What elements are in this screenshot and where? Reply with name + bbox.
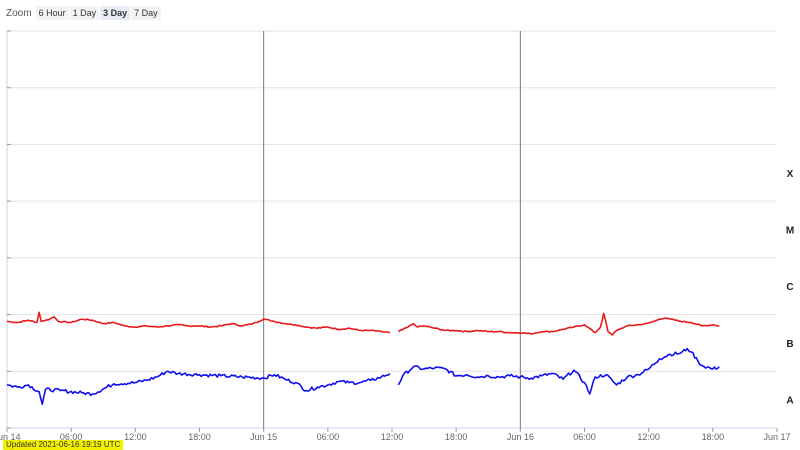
short-wavelength-flux-line	[397, 347, 720, 395]
zoom-toolbar: Zoom 6 Hour 1 Day 3 Day 7 Day	[6, 5, 162, 21]
flare-class-label: A	[786, 396, 793, 407]
flare-class-label: X	[787, 169, 794, 180]
x-tick-label: Jun 15	[250, 432, 277, 442]
flare-class-label: B	[786, 339, 793, 350]
short-wavelength-flux-line	[6, 370, 391, 405]
x-tick-label: 18:00	[702, 432, 725, 442]
x-tick-label: 12:00	[124, 432, 147, 442]
x-tick-label: Jun 17	[763, 432, 790, 442]
zoom-7-day-button[interactable]: 7 Day	[131, 6, 161, 20]
long-wavelength-flux-line	[6, 311, 391, 334]
x-tick-label: 06:00	[573, 432, 596, 442]
x-tick-label: 06:00	[60, 432, 83, 442]
updated-timestamp: Updated 2021-06-16 19:19 UTC	[3, 440, 124, 450]
x-tick-label: Jun 16	[507, 432, 534, 442]
x-tick-label: Jun 14	[0, 432, 21, 442]
long-wavelength-flux-line	[397, 312, 720, 336]
x-tick-label: 18:00	[445, 432, 468, 442]
x-tick-label: 18:00	[188, 432, 211, 442]
zoom-3-day-button[interactable]: 3 Day	[100, 6, 131, 20]
flare-class-label: C	[786, 282, 793, 293]
x-tick-label: 12:00	[381, 432, 404, 442]
zoom-label: Zoom	[6, 7, 32, 19]
zoom-6-hour-button[interactable]: 6 Hour	[35, 6, 69, 20]
flare-class-label: M	[786, 226, 794, 237]
zoom-1-day-button[interactable]: 1 Day	[69, 6, 100, 20]
x-tick-label: 06:00	[317, 432, 340, 442]
x-tick-label: 12:00	[637, 432, 660, 442]
